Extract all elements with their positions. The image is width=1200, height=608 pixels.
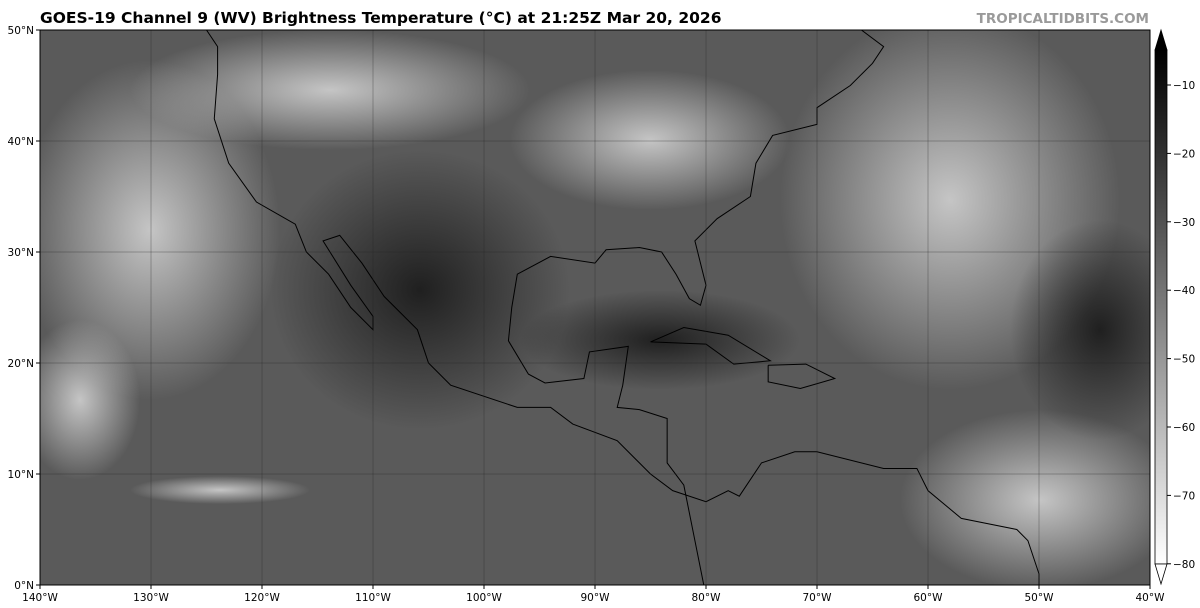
- lat-label: 20°N: [8, 358, 34, 370]
- colorbar-label: −50: [1173, 354, 1195, 366]
- colorbar-label: −40: [1173, 285, 1195, 297]
- colorbar-label: −70: [1173, 490, 1195, 502]
- north-america-coastline: [206, 30, 1040, 585]
- lon-label: 140°W: [22, 592, 58, 604]
- lon-label: 40°W: [1136, 592, 1166, 604]
- satellite-imagery: [40, 30, 1150, 585]
- lon-label: 80°W: [692, 592, 722, 604]
- colorbar-label: −30: [1173, 217, 1195, 229]
- lat-label: 0°N: [14, 580, 34, 592]
- colorbar-upper-arrow: [1154, 28, 1168, 51]
- lon-label: 60°W: [914, 592, 944, 604]
- colorbar-label: −20: [1173, 148, 1195, 160]
- colorbar-label: −80: [1173, 559, 1195, 571]
- map-title: GOES-19 Channel 9 (WV) Brightness Temper…: [40, 9, 722, 27]
- hispaniola-coastline: [767, 363, 837, 390]
- colorbar-label: −10: [1173, 80, 1195, 92]
- lat-label: 40°N: [8, 136, 34, 148]
- lon-label: 130°W: [133, 592, 169, 604]
- lat-label: 50°N: [8, 25, 34, 37]
- lon-label: 70°W: [803, 592, 833, 604]
- gridlines: [40, 30, 1150, 585]
- axis-labels: 140°W 130°W 120°W 110°W 100°W 90°W 80°W 70°W 60°…: [8, 25, 1166, 604]
- colorbar-lower-arrow: [1154, 563, 1168, 586]
- colorbar-label: −60: [1173, 422, 1195, 434]
- lon-label: 110°W: [355, 592, 391, 604]
- brand-watermark: TROPICALTIDBITS.COM: [976, 11, 1149, 27]
- lon-label: 50°W: [1025, 592, 1055, 604]
- lat-label: 10°N: [8, 469, 34, 481]
- lon-label: 120°W: [244, 592, 280, 604]
- lon-label: 90°W: [581, 592, 611, 604]
- lat-label: 30°N: [8, 247, 34, 259]
- lon-label: 100°W: [466, 592, 502, 604]
- colorbar: −10 −20 −30 −40 −50 −60 −70 −80: [1154, 28, 1195, 586]
